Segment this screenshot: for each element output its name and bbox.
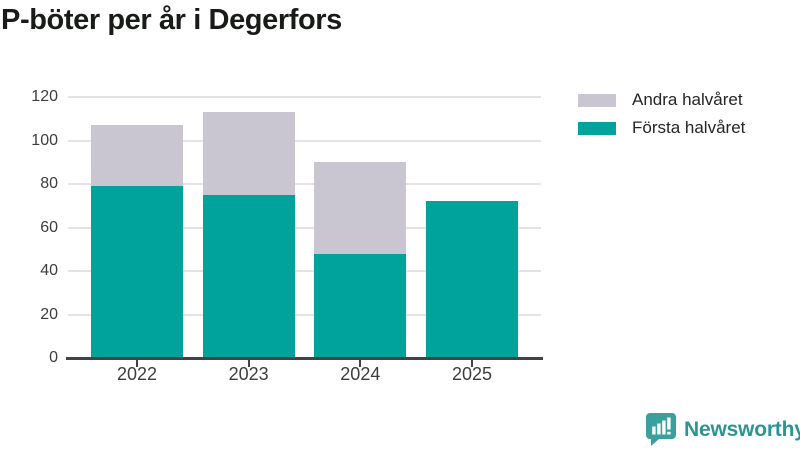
- gridline-20: [68, 313, 541, 316]
- x-axis-line: [66, 357, 543, 360]
- x-axis-tick: [247, 360, 250, 367]
- bar-segment[interactable]: [314, 162, 407, 254]
- y-tick-label: 0: [49, 349, 58, 366]
- legend-swatch: [578, 121, 616, 135]
- legend-swatch: [578, 93, 616, 107]
- newsworthy-icon: [646, 413, 676, 446]
- legend-label: Första halvåret: [632, 118, 746, 137]
- bar-segment[interactable]: [91, 186, 183, 358]
- y-tick-label: 100: [31, 131, 58, 149]
- bar-segment[interactable]: [314, 253, 407, 358]
- legend-item: Första halvåret: [578, 117, 745, 139]
- gridline-40: [68, 270, 541, 272]
- bar-group-2024[interactable]: [314, 97, 407, 358]
- bar-group-2022[interactable]: [91, 97, 183, 358]
- gridline-60: [68, 226, 541, 229]
- gridline-100: [68, 139, 541, 142]
- y-tick-label: 40: [40, 262, 58, 279]
- legend-item: Andra halvåret: [578, 89, 745, 111]
- y-tick-label: 60: [40, 218, 58, 236]
- bar-segment[interactable]: [425, 201, 518, 358]
- legend-label: Andra halvåret: [632, 90, 743, 109]
- bar-group-2025[interactable]: [425, 97, 518, 358]
- x-tick-label-2024: 2024: [340, 364, 381, 384]
- x-axis-tick: [359, 360, 362, 367]
- chart-title: P-böter per år i Degerfors: [1, 4, 342, 36]
- newsworthy-wordmark: Newsworthy: [684, 417, 800, 441]
- x-axis-tick: [471, 360, 473, 367]
- y-tick-label: 80: [40, 175, 58, 192]
- bar-segment[interactable]: [202, 112, 295, 195]
- newsworthy-logo: Newsworthy: [645, 412, 800, 447]
- gridline-120: [68, 96, 541, 98]
- legend: Andra halvåret Första halvåret: [578, 89, 745, 145]
- gridline-80: [68, 183, 541, 185]
- bar-segment[interactable]: [202, 194, 295, 358]
- y-tick-label: 20: [40, 305, 58, 323]
- x-axis-tick: [136, 360, 138, 367]
- plot-area: 2022 2023 2024 2025: [66, 96, 543, 384]
- x-tick-label-2022: 2022: [116, 364, 158, 384]
- y-tick-label: 120: [31, 88, 58, 105]
- bar-group-2023[interactable]: [202, 97, 295, 358]
- x-tick-label-2023: 2023: [228, 364, 269, 384]
- bar-segment[interactable]: [91, 125, 183, 187]
- x-tick-label-2025: 2025: [451, 364, 493, 384]
- bars-row: [91, 97, 518, 358]
